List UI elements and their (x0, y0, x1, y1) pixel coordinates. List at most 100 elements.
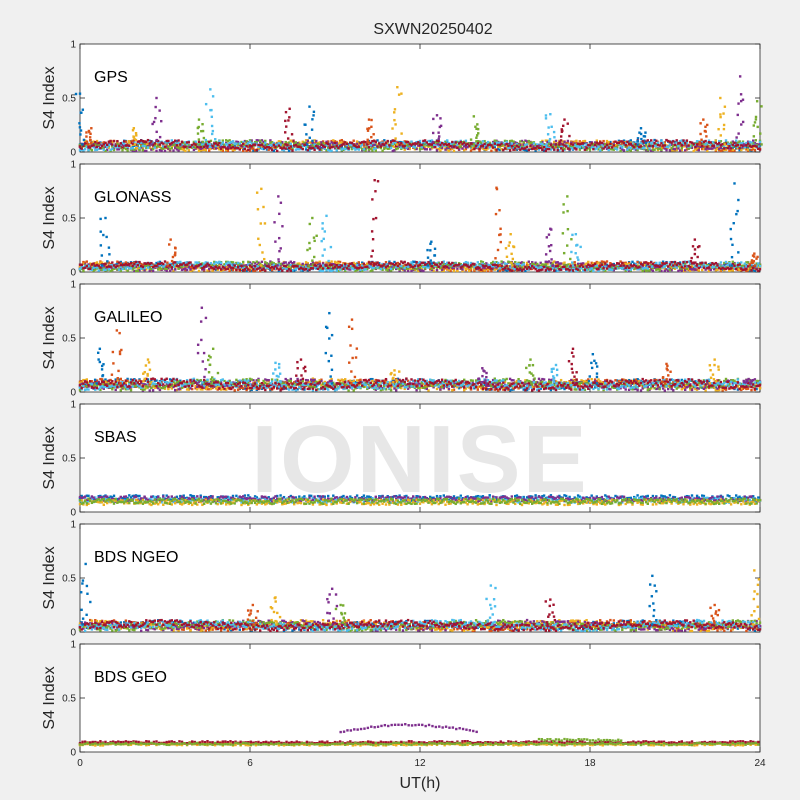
data-point (313, 111, 315, 113)
data-point (460, 145, 462, 147)
data-point (638, 131, 640, 133)
data-point (387, 140, 389, 142)
data-point (644, 131, 646, 133)
data-point (740, 93, 742, 95)
data-point (609, 143, 611, 145)
data-point (378, 142, 380, 144)
data-point (396, 143, 398, 145)
data-point (227, 148, 229, 150)
data-point (198, 126, 200, 128)
data-point (754, 149, 756, 151)
data-point (291, 149, 293, 151)
data-point (723, 124, 725, 126)
data-point (653, 142, 655, 144)
data-point (135, 134, 137, 136)
data-point (290, 145, 292, 147)
data-point (202, 130, 204, 132)
data-point (194, 144, 196, 146)
data-point (366, 139, 368, 141)
data-point (755, 145, 757, 147)
data-point (694, 146, 696, 148)
data-point (579, 146, 581, 148)
data-point (271, 149, 273, 151)
data-point (302, 263, 304, 265)
data-point (309, 137, 311, 139)
data-point (98, 142, 100, 144)
data-point (737, 132, 739, 134)
data-point (179, 143, 181, 145)
data-point (541, 149, 543, 151)
data-point (358, 146, 360, 148)
data-point (208, 149, 210, 151)
data-point (665, 149, 667, 151)
data-point (89, 139, 91, 141)
data-point (677, 145, 679, 147)
data-point (90, 127, 92, 129)
data-point (209, 88, 211, 90)
data-point (134, 143, 136, 145)
data-point (80, 129, 82, 131)
data-point (394, 108, 396, 110)
data-point (511, 142, 513, 144)
data-point (431, 268, 433, 270)
data-point (606, 144, 608, 146)
panel-name: GLONASS (94, 189, 171, 206)
data-point (155, 97, 157, 99)
data-point (446, 139, 448, 141)
data-point (274, 146, 276, 148)
data-point (660, 142, 662, 144)
data-point (396, 86, 398, 88)
data-point (116, 140, 118, 142)
data-point (86, 141, 88, 143)
y-axis-label: S4 Index (41, 186, 58, 249)
data-point (626, 141, 628, 143)
data-point (719, 113, 721, 115)
data-point (363, 143, 365, 145)
data-point (385, 261, 387, 263)
data-point (589, 148, 591, 150)
data-point (529, 145, 531, 147)
data-point (687, 144, 689, 146)
data-point (203, 146, 205, 148)
data-point (599, 149, 601, 151)
data-point (582, 142, 584, 144)
data-point (684, 142, 686, 144)
data-point (545, 114, 547, 116)
data-point (266, 262, 268, 264)
data-point (414, 146, 416, 148)
data-point (311, 118, 313, 120)
data-point (135, 132, 137, 134)
plot-area (80, 164, 760, 272)
data-point (330, 149, 332, 151)
data-point (652, 270, 654, 272)
panel-name: GPS (94, 69, 128, 86)
data-point (477, 132, 479, 134)
data-point (740, 123, 742, 125)
data-point (319, 261, 321, 263)
data-point (455, 141, 457, 143)
data-point (438, 140, 440, 142)
data-point (184, 146, 186, 148)
data-point (698, 149, 700, 151)
data-point (311, 128, 313, 130)
data-point (597, 261, 599, 263)
data-point (81, 143, 83, 145)
data-point (439, 117, 441, 119)
data-point (393, 111, 395, 113)
data-point (562, 125, 564, 127)
data-point (648, 147, 650, 149)
data-point (591, 142, 593, 144)
data-point (368, 146, 370, 148)
data-point (210, 109, 212, 111)
data-point (398, 144, 400, 146)
data-point (205, 149, 207, 151)
data-point (473, 143, 475, 145)
data-point (79, 145, 81, 147)
data-point (519, 140, 521, 142)
data-point (747, 148, 749, 150)
data-point (154, 142, 156, 144)
data-point (437, 143, 439, 145)
data-point (759, 141, 761, 143)
data-point (126, 149, 128, 151)
data-point (167, 140, 169, 142)
